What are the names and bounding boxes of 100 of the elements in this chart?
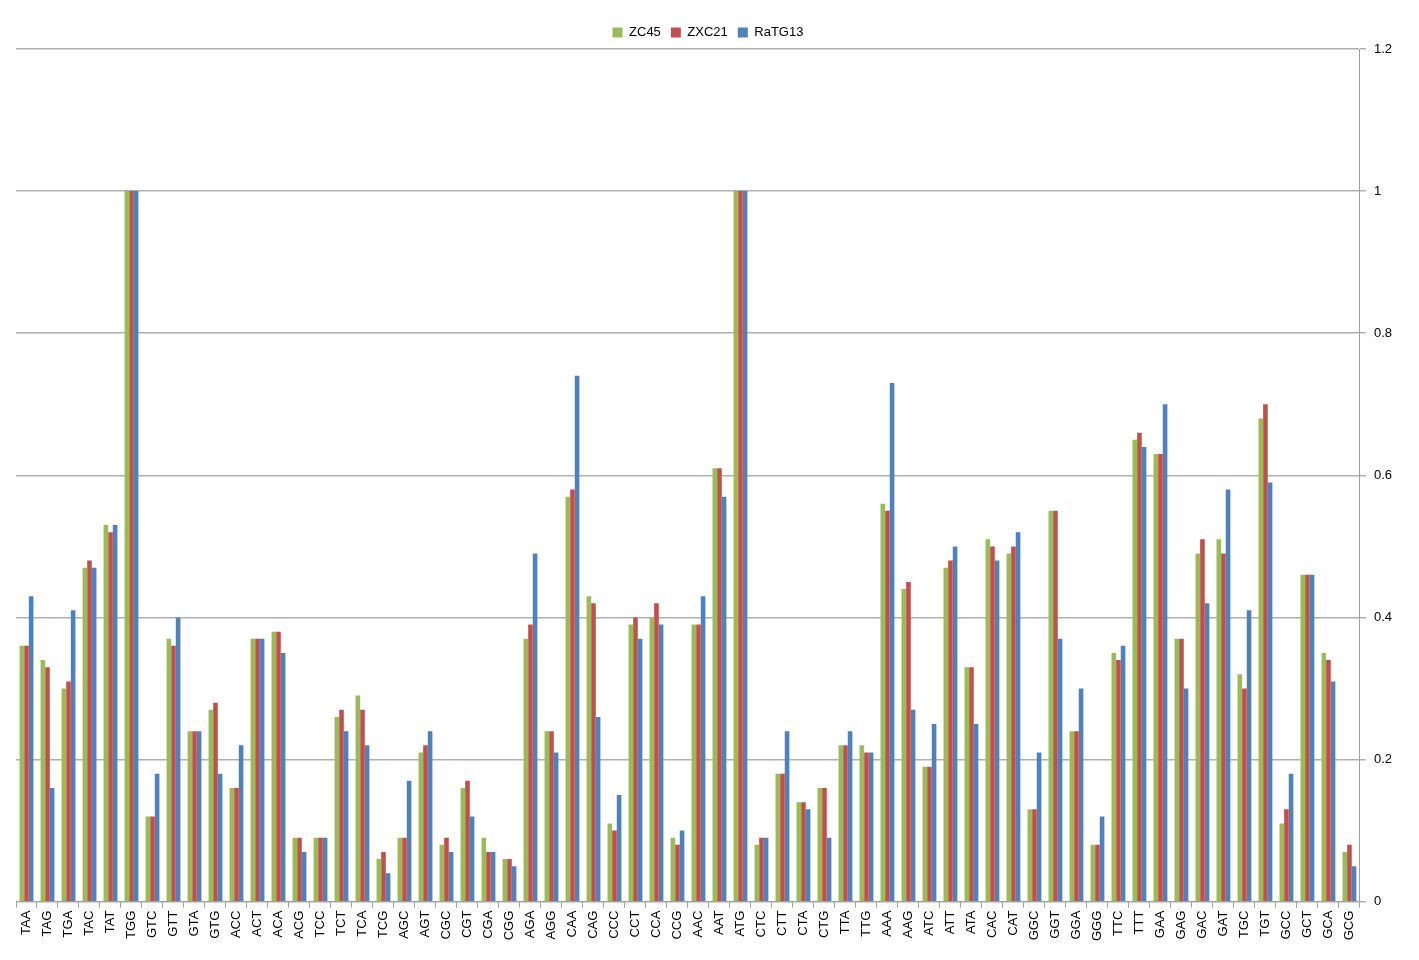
bar	[1305, 574, 1310, 901]
x-tick-label: ACT	[249, 910, 265, 937]
bar	[759, 837, 764, 901]
x-tick-label: CCA	[648, 910, 664, 939]
bar	[1284, 809, 1289, 901]
x-tick-label: ACC	[228, 910, 244, 939]
bar	[1347, 844, 1352, 901]
x-tick-label: GGT	[1047, 910, 1063, 939]
x-tick-label: TTA	[837, 910, 853, 935]
x-tick-label: TCA	[354, 910, 370, 937]
x-tick-label: GTA	[186, 910, 202, 937]
bar	[129, 191, 134, 901]
x-tick-label: CCC	[606, 910, 622, 939]
legend-label: ZXC21	[687, 24, 728, 40]
y-tick-label: 0.6	[1373, 466, 1393, 482]
x-tick-label: CGC	[438, 910, 454, 940]
x-tick-label: ACA	[270, 910, 286, 938]
x-tick-label: TTC	[1110, 910, 1126, 936]
bar	[486, 851, 491, 901]
bar	[801, 802, 806, 901]
bar	[171, 645, 176, 901]
bar	[360, 709, 365, 901]
bar	[276, 631, 281, 901]
legend-label: ZC45	[629, 24, 661, 40]
bar	[150, 816, 155, 901]
x-tick-label: TCG	[375, 910, 391, 939]
x-tick-label: CCG	[669, 910, 685, 940]
bar	[822, 787, 827, 901]
x-tick-label: GAA	[1152, 910, 1168, 939]
x-tick-label: GTT	[165, 910, 181, 937]
x-tick-label: ATC	[921, 910, 937, 936]
bar	[1221, 553, 1226, 901]
bar	[339, 709, 344, 901]
x-tick-label: TCC	[312, 910, 328, 938]
bar	[297, 837, 302, 901]
x-tick-label: TTG	[858, 910, 874, 937]
x-tick-label: AGT	[417, 910, 433, 938]
x-tick-label: TGG	[123, 910, 139, 939]
bar	[507, 859, 512, 901]
bar	[381, 851, 386, 901]
x-tick-label: CAT	[1005, 910, 1021, 936]
bar	[1137, 432, 1142, 901]
y-tick-label: 0	[1373, 893, 1382, 909]
bar	[1116, 660, 1121, 901]
bar	[213, 702, 218, 901]
bar	[1011, 546, 1016, 901]
bar	[234, 787, 239, 901]
x-tick-label: TGT	[1257, 910, 1273, 937]
bar	[1263, 404, 1268, 901]
bar	[885, 510, 890, 901]
x-tick-label: AAT	[711, 910, 727, 935]
x-tick-label: GTG	[207, 910, 223, 939]
bar	[87, 560, 92, 901]
x-tick-label: CAC	[984, 910, 1000, 939]
bar	[717, 468, 722, 901]
bar	[1242, 688, 1247, 901]
bar	[24, 645, 29, 901]
bar	[780, 773, 785, 901]
bar	[1179, 638, 1184, 901]
x-tick-label: GTC	[144, 910, 160, 939]
bar	[66, 681, 71, 901]
bar	[969, 667, 974, 901]
x-tick-label: AGA	[522, 910, 538, 939]
bar	[570, 489, 575, 901]
y-tick-label: 0.4	[1373, 609, 1393, 625]
x-tick-label: TTT	[1131, 910, 1147, 935]
x-tick-label: TCT	[333, 910, 349, 936]
x-tick-label: TAG	[39, 910, 55, 937]
bar	[906, 581, 911, 901]
bar	[864, 752, 869, 901]
x-tick-label: AAC	[690, 910, 706, 938]
bar	[45, 667, 50, 901]
bar	[192, 731, 197, 901]
y-tick-label: 1.2	[1373, 40, 1393, 56]
x-tick-label: GCC	[1278, 910, 1294, 940]
bar	[444, 837, 449, 901]
x-tick-label: GAG	[1173, 910, 1189, 940]
x-tick-label: CTC	[753, 910, 769, 938]
x-tick-label: TAA	[18, 910, 34, 935]
y-tick-label: 0.2	[1373, 751, 1393, 767]
x-tick-label: CAG	[585, 910, 601, 939]
bar	[654, 603, 659, 901]
bar	[465, 780, 470, 901]
bar	[1095, 844, 1100, 901]
bar	[927, 766, 932, 901]
x-tick-label: TAT	[102, 910, 118, 934]
bar	[423, 745, 428, 901]
x-tick-label: GGG	[1089, 910, 1105, 942]
bar	[108, 532, 113, 901]
x-tick-label: GCA	[1320, 910, 1336, 939]
bar	[612, 830, 617, 901]
bar	[948, 560, 953, 901]
bar	[1158, 454, 1163, 901]
x-tick-label: CTG	[816, 910, 832, 939]
x-tick-label: AAA	[879, 910, 895, 937]
x-tick-label: GGC	[1026, 910, 1042, 941]
x-tick-label: GGA	[1068, 910, 1084, 940]
x-tick-label: CAA	[564, 910, 580, 938]
x-tick-label: CGA	[480, 910, 496, 939]
x-tick-label: ATG	[732, 910, 748, 937]
